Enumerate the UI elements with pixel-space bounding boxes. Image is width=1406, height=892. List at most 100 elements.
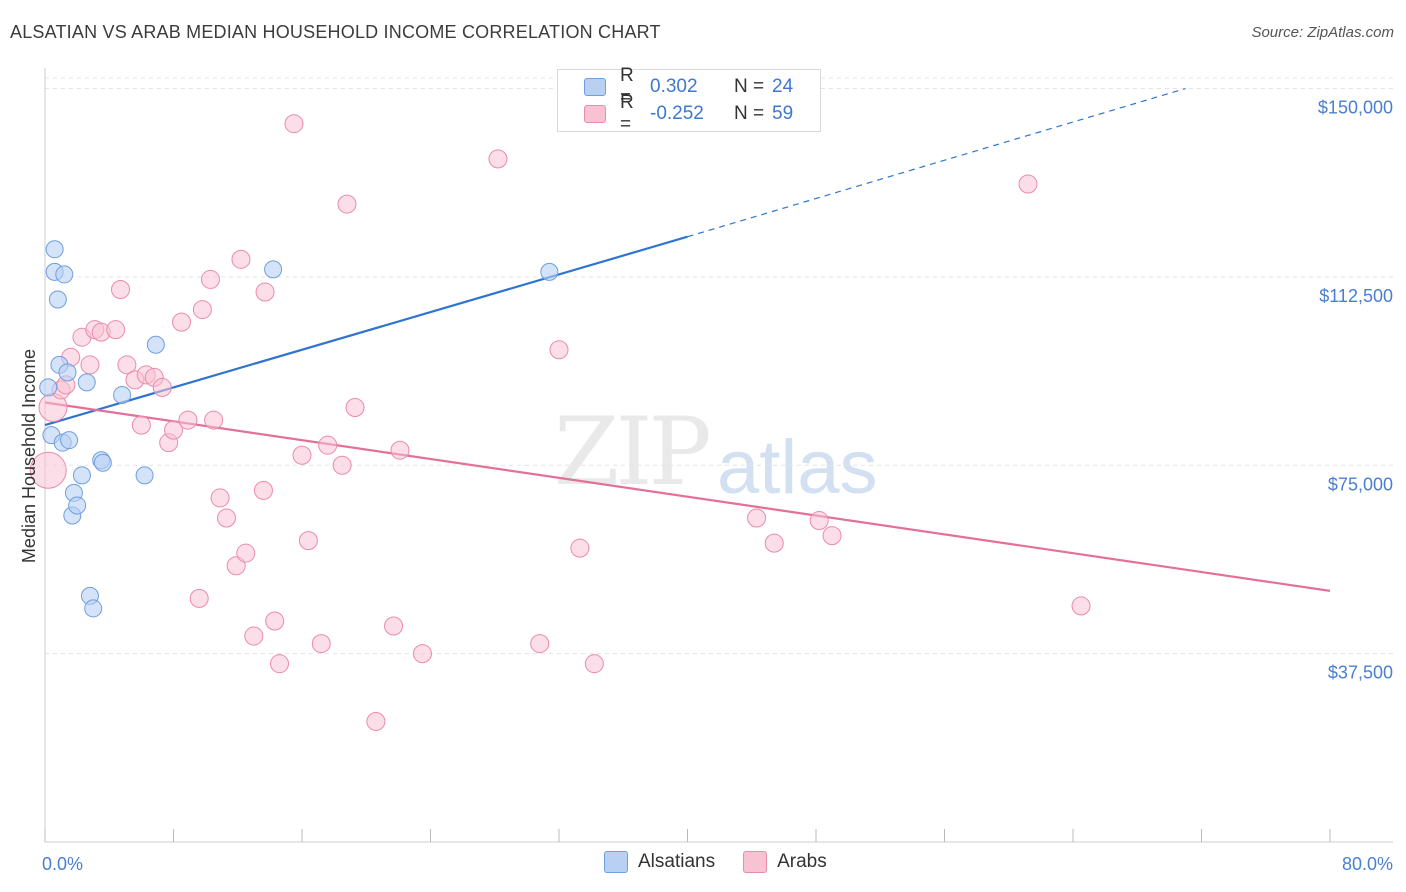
axis-labels: $37,500 $75,000 $112,500 $150,000 0.0% 80.0% M… <box>19 98 1393 874</box>
watermark-atlas: atlas <box>717 425 878 510</box>
point-alsatian <box>264 260 283 279</box>
point-arab <box>822 526 842 546</box>
legend-n-value: 24 <box>772 76 794 97</box>
point-arab <box>292 445 312 465</box>
point-arab <box>412 644 432 664</box>
point-alsatian <box>540 262 559 281</box>
point-arab <box>152 377 172 397</box>
point-arab <box>172 312 192 332</box>
point-arab <box>270 654 290 674</box>
x-tick-label-min: 0.0% <box>42 854 83 874</box>
source-label: Source: ZipAtlas.com <box>1251 24 1394 41</box>
x-tick-label-max: 80.0% <box>1342 854 1393 874</box>
point-alsatian <box>58 363 77 382</box>
legend-n-label: N = <box>734 103 765 124</box>
legend-swatch-arabs <box>584 105 606 123</box>
point-arab <box>298 531 318 551</box>
point-arab <box>200 269 220 289</box>
point-arab <box>488 149 508 169</box>
point-arab <box>210 488 230 508</box>
point-arab <box>284 114 304 134</box>
series-legend-arabs[interactable]: Arabs <box>743 851 827 873</box>
point-arab <box>390 440 410 460</box>
axes <box>44 68 1393 843</box>
trend-line-arabs <box>44 401 1331 592</box>
legend-row-alsatians: R = 0.302 N = 24 <box>584 65 794 108</box>
legend-swatch-arabs <box>743 851 768 873</box>
point-alsatian <box>45 240 64 259</box>
series-legend: Alsatians Arabs <box>604 851 855 873</box>
point-arab <box>337 194 357 214</box>
legend-r-label: R = <box>620 92 634 135</box>
point-alsatian <box>72 466 91 485</box>
point-alsatian <box>77 373 96 392</box>
series-label-alsatians: Alsatians <box>638 851 716 872</box>
legend-r-label: R = <box>620 65 634 108</box>
y-tick-label: $75,000 <box>1328 474 1393 494</box>
point-arab <box>110 279 130 299</box>
legend-swatch-alsatians <box>584 78 606 96</box>
point-arab <box>570 538 590 558</box>
point-alsatian <box>48 290 67 309</box>
y-tick-label: $150,000 <box>1318 98 1393 118</box>
point-arab <box>318 435 338 455</box>
point-alsatian <box>84 599 103 618</box>
point-arab <box>384 616 404 636</box>
point-arab <box>217 508 237 528</box>
point-alsatian <box>146 335 165 354</box>
correlation-legend: R = 0.302 N = 24 R = -0.252 N = 59 <box>557 65 821 135</box>
point-arab <box>236 543 256 563</box>
point-arab <box>332 455 352 475</box>
point-arab <box>530 634 550 654</box>
point-arab <box>117 355 137 375</box>
point-alsatian <box>60 431 79 450</box>
chart-title: ALSATIAN VS ARAB MEDIAN HOUSEHOLD INCOME… <box>10 22 661 42</box>
point-arab <box>80 355 100 375</box>
point-arab <box>311 634 331 654</box>
point-arab <box>231 249 251 269</box>
trend-line-alsatians-extension <box>687 87 1186 238</box>
y-tick-label: $112,500 <box>1319 286 1393 306</box>
point-arab <box>255 282 275 302</box>
point-arab <box>204 410 224 430</box>
point-arab <box>178 410 198 430</box>
point-arab <box>549 340 569 360</box>
point-alsatian <box>55 265 74 284</box>
point-arab <box>29 451 67 489</box>
point-alsatian <box>39 378 58 397</box>
point-alsatian <box>93 453 112 472</box>
point-arab <box>809 511 829 531</box>
point-arab <box>1018 174 1038 194</box>
legend-n-value: 59 <box>772 103 794 124</box>
point-arab <box>584 654 604 674</box>
point-arab <box>345 398 365 418</box>
point-arab <box>189 588 209 608</box>
y-axis-label: Median Household Income <box>19 349 39 563</box>
point-arab <box>131 415 151 435</box>
point-arab <box>1071 596 1091 616</box>
point-arab <box>764 533 784 553</box>
legend-r-value: 0.302 <box>650 76 698 97</box>
trend-lines <box>44 87 1331 592</box>
y-tick-label: $37,500 <box>1328 663 1393 683</box>
series-label-arabs: Arabs <box>777 851 827 872</box>
legend-row-arabs: R = -0.252 N = 59 <box>584 92 794 135</box>
data-points <box>29 114 1091 731</box>
trend-line-alsatians <box>44 235 688 427</box>
point-arab <box>164 420 183 440</box>
legend-r-value: -0.252 <box>650 103 704 124</box>
point-arab <box>253 480 273 500</box>
point-alsatian <box>68 496 87 515</box>
legend-swatch-alsatians <box>604 851 628 873</box>
point-alsatian <box>135 466 154 485</box>
series-legend-alsatians[interactable]: Alsatians <box>604 851 715 873</box>
point-arab <box>226 556 246 576</box>
point-arab <box>747 508 767 528</box>
point-arab <box>192 300 212 320</box>
point-arab <box>244 626 264 646</box>
legend-n-label: N = <box>734 76 765 97</box>
point-alsatian <box>113 385 132 404</box>
point-arab <box>366 711 386 731</box>
point-arab <box>265 611 285 631</box>
